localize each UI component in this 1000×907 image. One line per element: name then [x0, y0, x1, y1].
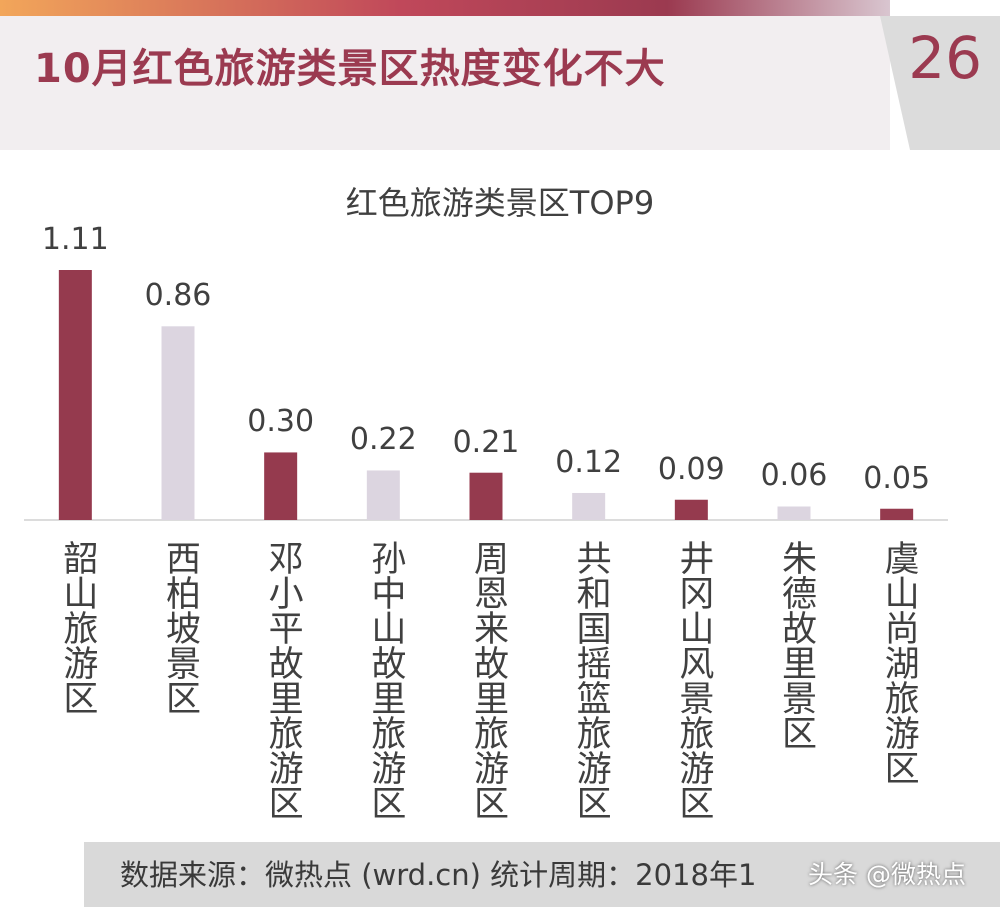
category-label-8: 朱德故里景区 — [776, 540, 816, 750]
bar-5 — [469, 472, 503, 520]
bar-1 — [58, 270, 92, 520]
bar-9 — [880, 508, 914, 520]
bar-6 — [572, 492, 606, 520]
footer-bar — [84, 842, 1000, 907]
data-label-9: 0.05 — [863, 460, 931, 496]
data-label-7: 0.09 — [657, 451, 725, 487]
data-label-2: 0.86 — [144, 278, 212, 314]
chart-title: 红色旅游类景区TOP9 — [345, 184, 655, 222]
category-label-2: 西柏坡景区 — [160, 540, 200, 715]
bar-7 — [674, 499, 708, 520]
category-label-6: 共和国摇篮旅游区 — [570, 540, 611, 820]
category-label-1: 韶山旅游区 — [57, 540, 98, 715]
page-title: 10月红色旅游类景区热度变化不大 — [34, 46, 666, 92]
page-number: 26 — [908, 24, 982, 92]
bar-8 — [777, 506, 811, 520]
category-label-9: 虞山尚湖旅游区 — [878, 540, 919, 785]
header-background — [0, 0, 1000, 150]
data-label-8: 0.06 — [760, 458, 828, 494]
category-label-7: 井冈山风景旅游区 — [673, 540, 714, 820]
data-label-5: 0.21 — [452, 424, 520, 460]
data-label-1: 1.11 — [41, 222, 109, 257]
data-label-6: 0.12 — [555, 444, 623, 480]
bar-4 — [366, 470, 400, 520]
category-label-5: 周恩来故里旅游区 — [468, 540, 508, 820]
category-label-4: 孙中山故里旅游区 — [365, 540, 406, 820]
data-label-3: 0.30 — [247, 404, 315, 440]
bar-3 — [264, 452, 298, 520]
watermark: 头条 @微热点 — [808, 860, 966, 889]
data-label-4: 0.22 — [349, 422, 417, 458]
source-note: 数据来源：微热点 (wrd.cn) 统计周期：2018年1 — [120, 858, 757, 892]
category-label-3: 邓小平故里旅游区 — [262, 540, 303, 820]
bar-2 — [161, 326, 195, 520]
